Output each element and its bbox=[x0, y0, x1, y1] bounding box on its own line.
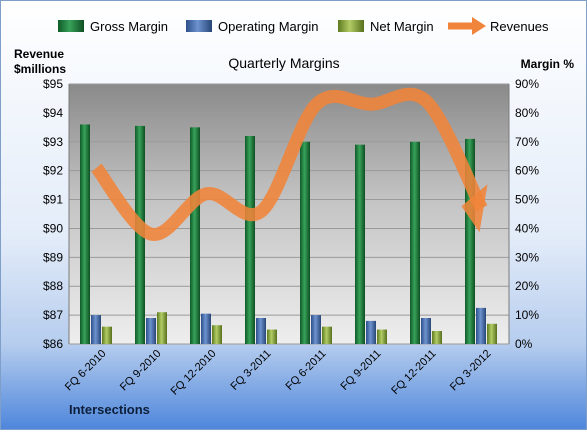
legend-swatch-operating-margin bbox=[186, 20, 212, 32]
bar-operating-margin bbox=[91, 315, 101, 344]
left-axis-tick-label: $93 bbox=[43, 135, 63, 149]
bar-net-margin bbox=[322, 326, 332, 344]
left-axis-title-line1: Revenue bbox=[14, 47, 64, 61]
right-axis-tick-label: 50% bbox=[515, 193, 539, 207]
right-axis-tick-label: 60% bbox=[515, 164, 539, 178]
legend-label-gross-margin: Gross Margin bbox=[90, 19, 168, 34]
revenue-arrowhead bbox=[461, 184, 488, 233]
bar-net-margin bbox=[157, 312, 167, 344]
bar-operating-margin bbox=[476, 307, 486, 344]
bar-gross-margin bbox=[465, 138, 475, 344]
legend: Gross Margin Operating Margin Net Margin… bbox=[58, 17, 549, 35]
bar-gross-margin bbox=[300, 141, 310, 344]
bar-gross-margin bbox=[245, 136, 255, 344]
left-axis-tick-label: $87 bbox=[43, 308, 63, 322]
left-axis-tick-label: $90 bbox=[43, 221, 63, 235]
legend-swatch-gross-margin bbox=[58, 20, 84, 32]
bar-operating-margin bbox=[201, 313, 211, 344]
left-axis-tick-label: $89 bbox=[43, 250, 63, 264]
right-axis-tick-label: 40% bbox=[515, 221, 539, 235]
bar-gross-margin bbox=[190, 127, 200, 344]
left-axis-tick-label: $88 bbox=[43, 279, 63, 293]
revenue-line bbox=[91, 87, 488, 241]
legend-item-revenues: Revenues bbox=[448, 17, 549, 35]
revenue-series bbox=[91, 87, 488, 241]
bar-operating-margin bbox=[366, 320, 376, 344]
right-axis-title: Margin % bbox=[521, 57, 575, 71]
legend-label-revenues: Revenues bbox=[490, 19, 549, 34]
bar-gross-margin bbox=[80, 124, 90, 344]
left-axis-title-line2: $millions bbox=[14, 62, 66, 76]
bar-gross-margin bbox=[410, 141, 420, 344]
bar-net-margin bbox=[212, 325, 222, 344]
left-axis-ticks: $86 $87 $88 $89 $90 $91 $92 $93 $94 $95 bbox=[43, 77, 63, 351]
bar-operating-margin bbox=[421, 318, 431, 344]
right-axis-tick-label: 30% bbox=[515, 250, 539, 264]
left-axis-tick-label: $94 bbox=[43, 106, 63, 120]
legend-arrowhead-icon bbox=[472, 17, 486, 35]
bar-net-margin bbox=[377, 329, 387, 344]
right-axis-tick-label: 0% bbox=[515, 337, 533, 351]
right-axis-tick-label: 80% bbox=[515, 106, 539, 120]
bar-operating-margin bbox=[311, 315, 321, 344]
bar-operating-margin bbox=[146, 318, 156, 344]
bar-net-margin bbox=[432, 331, 442, 344]
legend-label-operating-margin: Operating Margin bbox=[218, 19, 318, 34]
legend-item-net-margin: Net Margin bbox=[338, 19, 434, 34]
bar-net-margin bbox=[102, 326, 112, 344]
right-axis-tick-label: 20% bbox=[515, 279, 539, 293]
bar-net-margin bbox=[487, 323, 497, 344]
right-axis-tick-label: 70% bbox=[515, 135, 539, 149]
left-axis-tick-label: $91 bbox=[43, 193, 63, 207]
left-axis-tick-label: $86 bbox=[43, 337, 63, 351]
right-axis-ticks: 0% 10% 20% 30% 40% 50% 60% 70% 80% 90% bbox=[515, 77, 539, 351]
right-axis-tick-label: 10% bbox=[515, 308, 539, 322]
legend-swatch-net-margin bbox=[338, 20, 364, 32]
left-axis-tick-label: $95 bbox=[43, 77, 63, 91]
footer-label: Intersections bbox=[69, 402, 150, 417]
right-axis-tick-label: 90% bbox=[515, 77, 539, 91]
chart-title: Quarterly Margins bbox=[228, 55, 339, 71]
legend-label-net-margin: Net Margin bbox=[370, 19, 434, 34]
bar-gross-margin bbox=[355, 144, 365, 344]
bar-operating-margin bbox=[256, 318, 266, 344]
bar-net-margin bbox=[267, 329, 277, 344]
legend-item-gross-margin: Gross Margin bbox=[58, 19, 168, 34]
legend-item-operating-margin: Operating Margin bbox=[186, 19, 318, 34]
left-axis-tick-label: $92 bbox=[43, 164, 63, 178]
